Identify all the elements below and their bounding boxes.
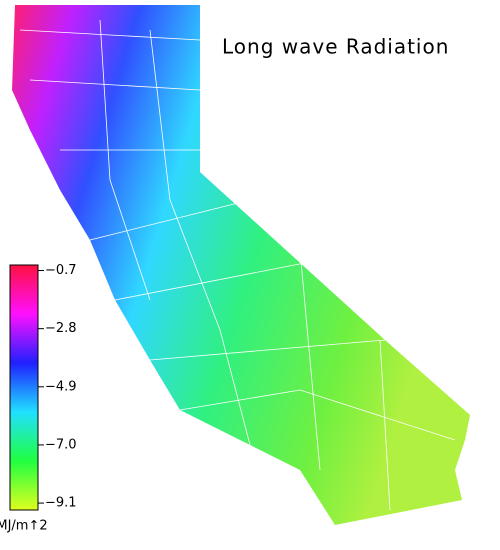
colorbar-tick-label: −9.1 xyxy=(45,496,77,511)
county-lines xyxy=(19,19,456,511)
colorbar-tick-label: −0.7 xyxy=(45,263,77,278)
colorbar xyxy=(9,264,39,511)
colorbar-tick-label: −4.9 xyxy=(45,379,77,394)
colorbar-unit: MJ/m↑2 xyxy=(0,519,48,534)
colorbar-tick-label: −2.8 xyxy=(45,321,77,336)
california-raster xyxy=(12,5,470,525)
colorbar-tick-label: −7.0 xyxy=(45,437,77,452)
map-title: Long wave Radiation xyxy=(222,35,449,59)
